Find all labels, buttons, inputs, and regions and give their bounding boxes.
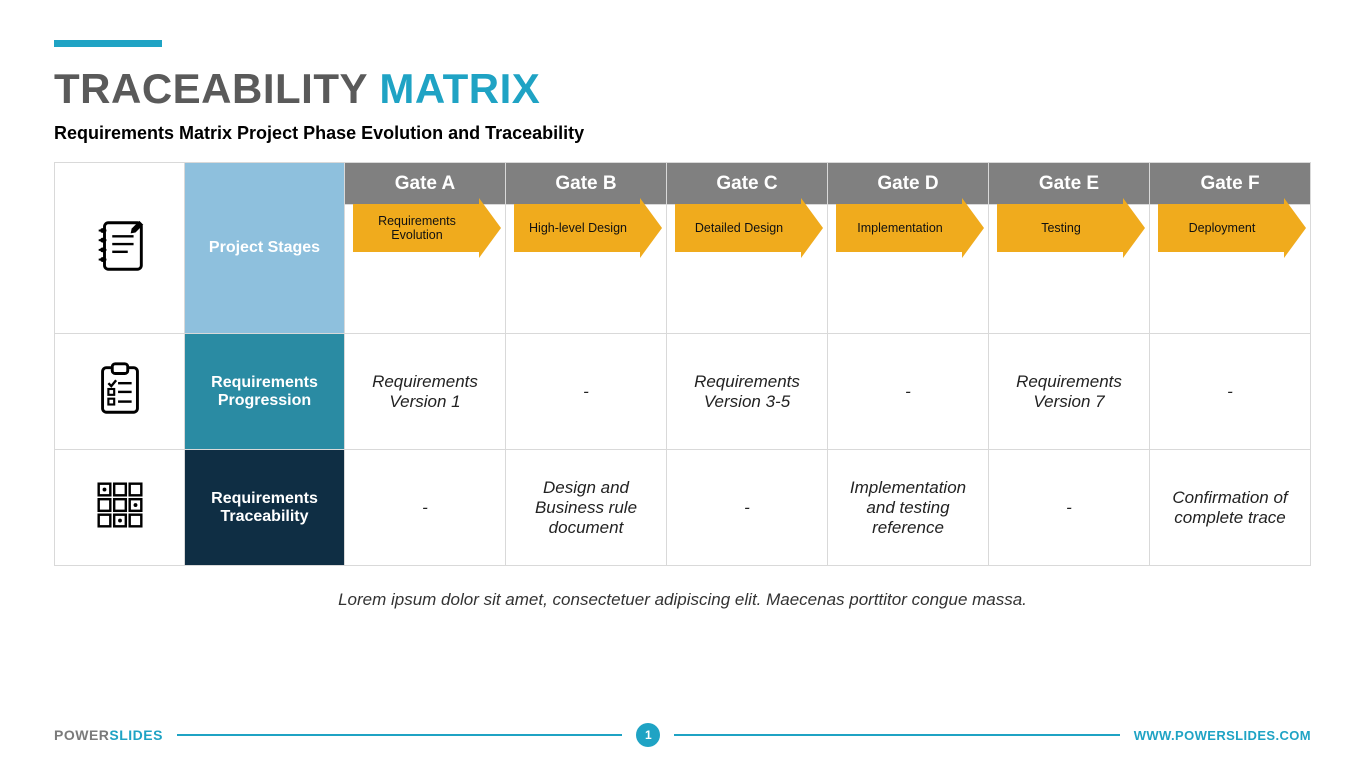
title-part2: MATRIX <box>379 65 540 112</box>
progression-4: Requirements Version 7 <box>989 334 1150 450</box>
footer-line-right <box>674 734 1119 736</box>
footer: POWERSLIDES 1 WWW.POWERSLIDES.COM <box>54 721 1311 749</box>
notepad-icon <box>89 215 151 277</box>
progression-0: Requirements Version 1 <box>345 334 506 450</box>
stage-cell-4: Gate ETesting <box>989 163 1150 334</box>
stage-arrow-5: Deployment <box>1158 204 1284 252</box>
stage-arrow-3: Implementation <box>836 204 962 252</box>
progression-5: - <box>1150 334 1311 450</box>
progression-3: - <box>828 334 989 450</box>
footer-brand: POWERSLIDES <box>54 727 163 743</box>
traceability-1: Design and Business rule document <box>506 450 667 566</box>
progression-icon-cell <box>55 334 185 450</box>
page-badge: 1 <box>636 723 660 747</box>
brand-teal: SLIDES <box>109 727 163 743</box>
clipboard-icon <box>89 358 151 420</box>
traceability-5: Confirmation of complete trace <box>1150 450 1311 566</box>
footer-line-left <box>177 734 622 736</box>
traceability-2: - <box>667 450 828 566</box>
stage-cell-3: Gate DImplementation <box>828 163 989 334</box>
traceability-3: Implementation and testing reference <box>828 450 989 566</box>
traceability-0: - <box>345 450 506 566</box>
traceability-label: Requirements Traceability <box>185 450 345 566</box>
footnote: Lorem ipsum dolor sit amet, consectetuer… <box>54 590 1311 610</box>
stages-icon-cell <box>55 163 185 334</box>
slide-subtitle: Requirements Matrix Project Phase Evolut… <box>54 123 1311 144</box>
stage-cell-2: Gate CDetailed Design <box>667 163 828 334</box>
traceability-matrix: Project Stages Gate ARequirements Evolut… <box>54 162 1311 566</box>
stage-cell-0: Gate ARequirements Evolution <box>345 163 506 334</box>
stage-arrow-1: High-level Design <box>514 204 640 252</box>
stages-label: Project Stages <box>185 163 345 334</box>
accent-bar <box>54 40 162 47</box>
stage-cell-1: Gate BHigh-level Design <box>506 163 667 334</box>
stage-arrow-2: Detailed Design <box>675 204 801 252</box>
grid-icon <box>89 474 151 536</box>
stage-arrow-4: Testing <box>997 204 1123 252</box>
stage-cell-5: Gate FDeployment <box>1150 163 1311 334</box>
title-part1: TRACEABILITY <box>54 65 379 112</box>
footer-url: WWW.POWERSLIDES.COM <box>1134 728 1311 743</box>
progression-1: - <box>506 334 667 450</box>
brand-gray: POWER <box>54 727 109 743</box>
progression-label: Requirements Progression <box>185 334 345 450</box>
stage-arrow-0: Requirements Evolution <box>353 204 479 252</box>
progression-2: Requirements Version 3-5 <box>667 334 828 450</box>
traceability-4: - <box>989 450 1150 566</box>
traceability-icon-cell <box>55 450 185 566</box>
slide-title: TRACEABILITY MATRIX <box>54 65 1311 113</box>
